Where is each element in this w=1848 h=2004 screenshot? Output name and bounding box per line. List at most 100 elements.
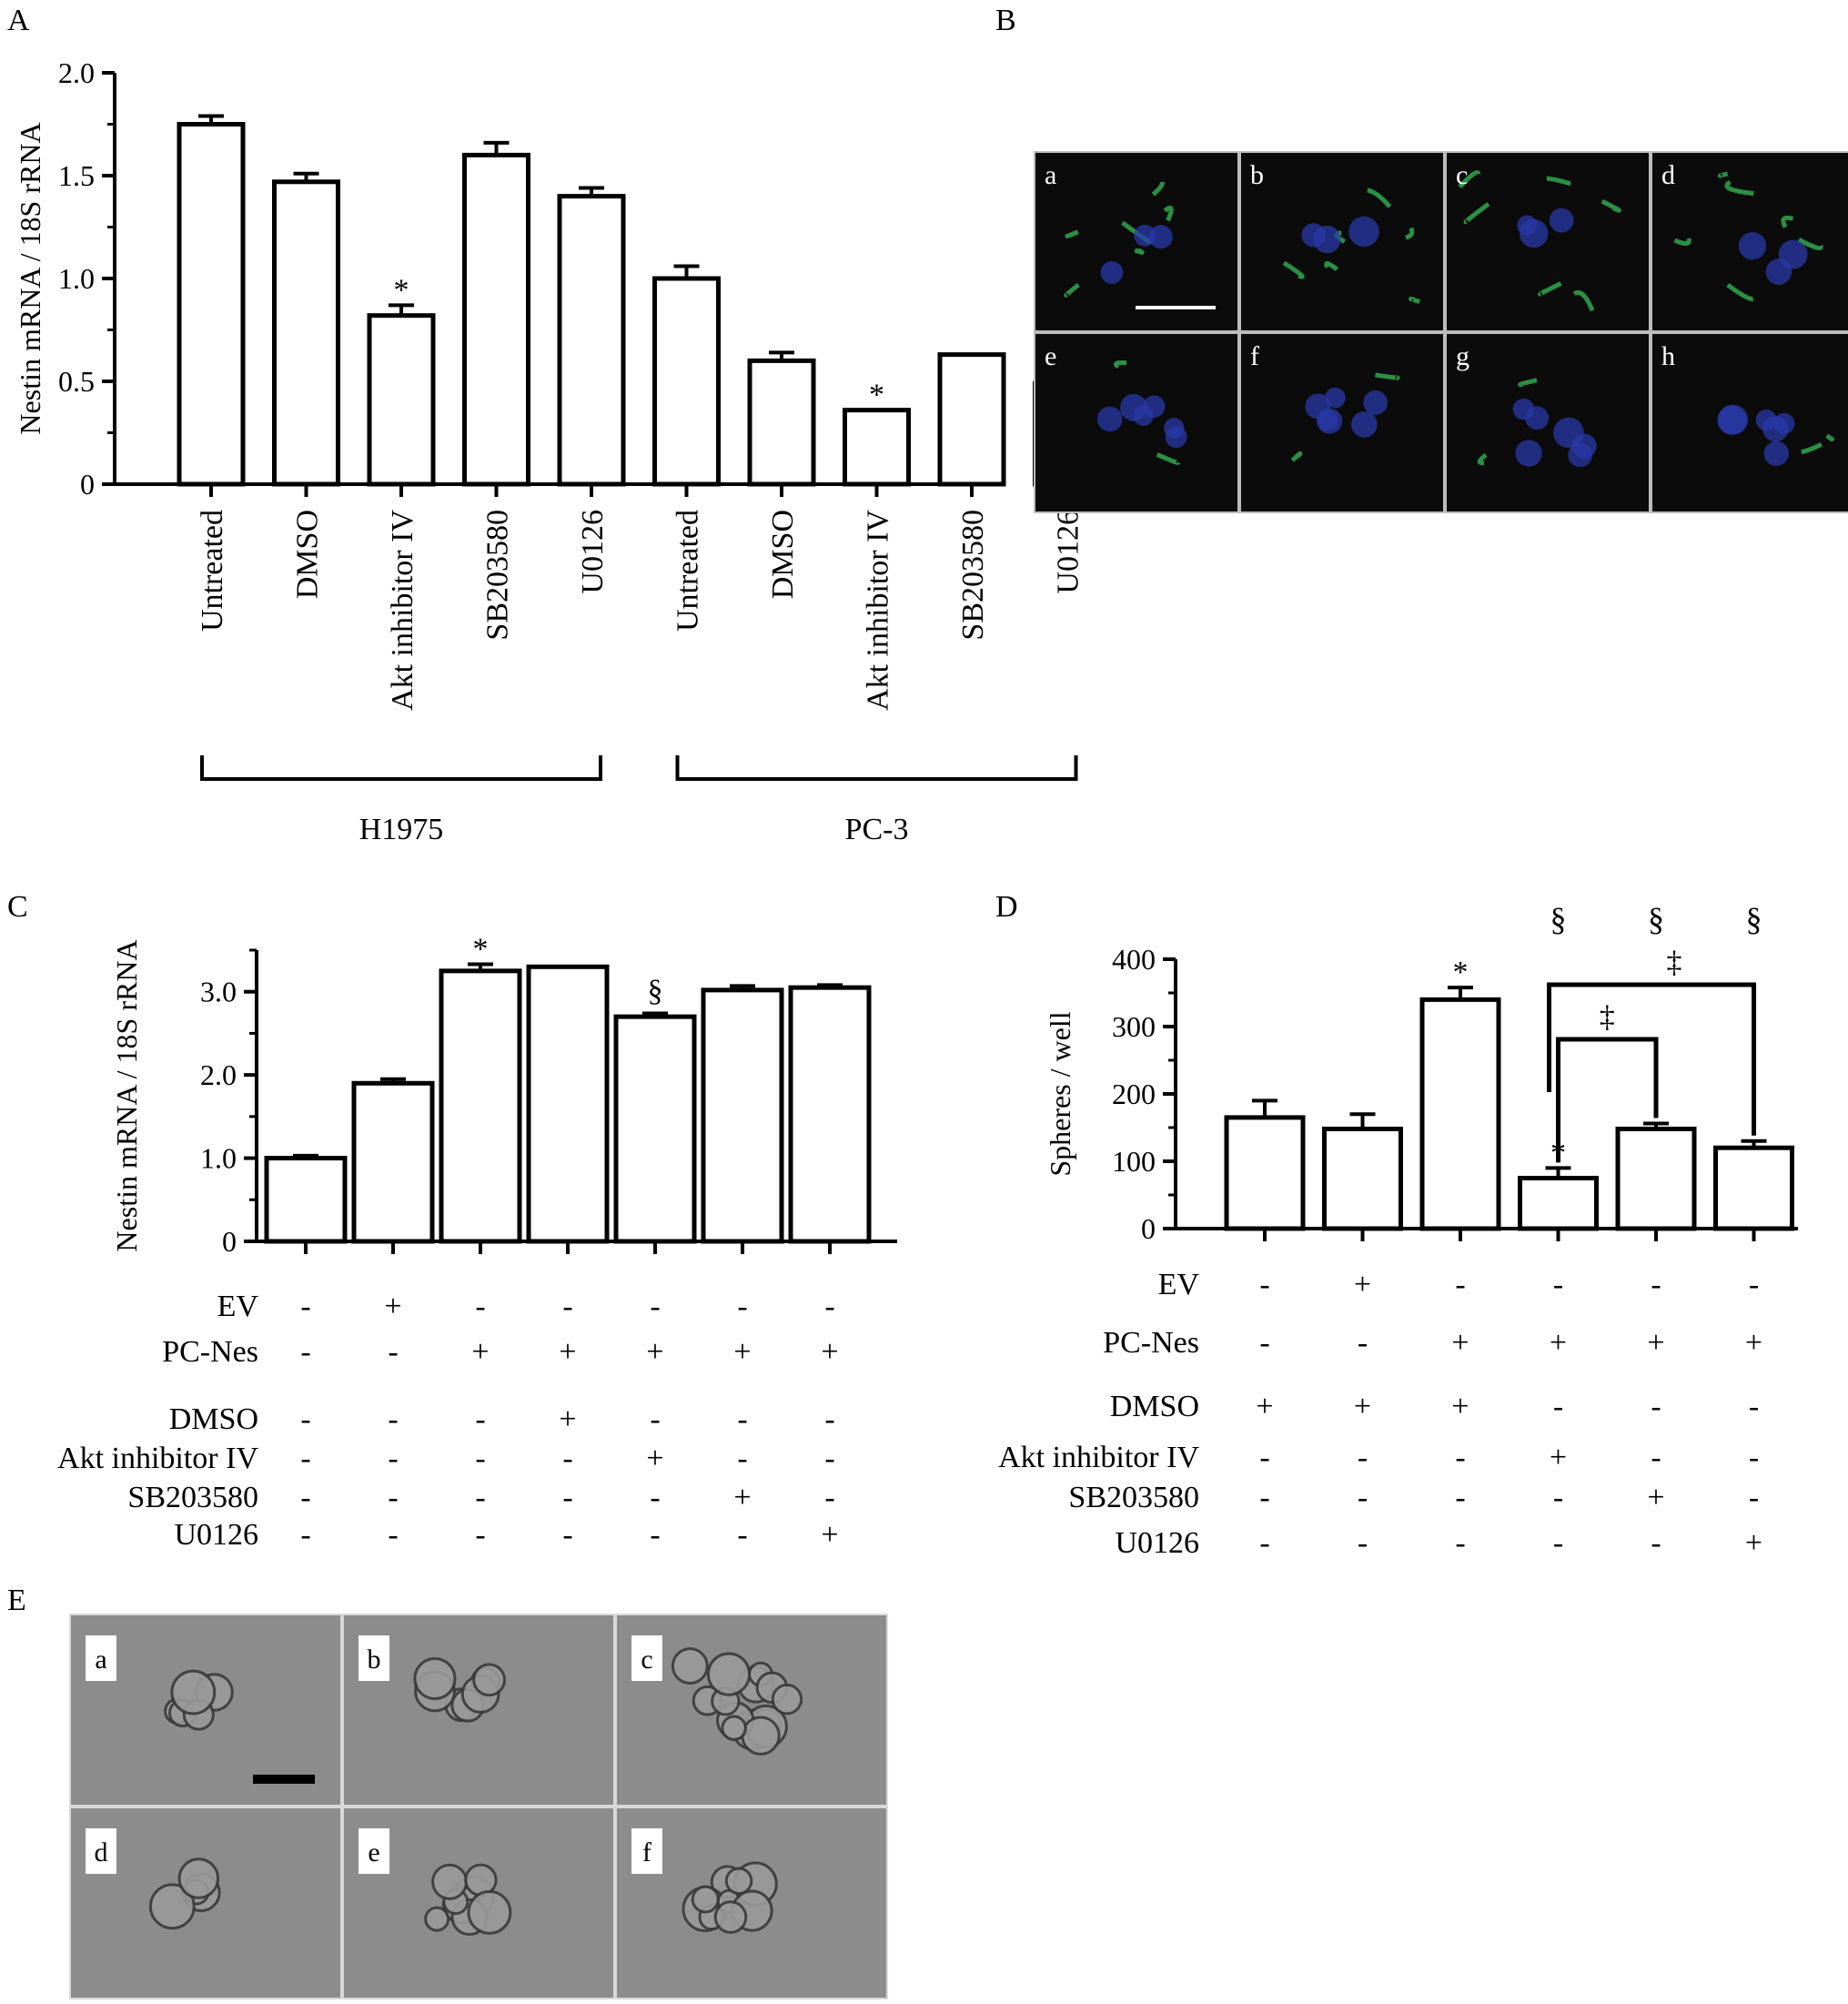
condition-mark: - (1358, 1441, 1368, 1474)
label-box (358, 1635, 389, 1681)
condition-mark: - (388, 1442, 398, 1475)
spheroid-cell (713, 1900, 748, 1934)
stain-fiber (1825, 433, 1834, 442)
nucleus (1348, 216, 1379, 248)
condition-mark: - (562, 1481, 572, 1514)
micrograph-label: b (1250, 160, 1264, 190)
condition-mark: - (1553, 1390, 1563, 1423)
condition-mark: + (733, 1335, 751, 1369)
bracket-mark: ‡ (1667, 946, 1682, 979)
stain-fiber (1673, 238, 1691, 246)
stain-fiber (1163, 205, 1174, 222)
stain-fiber (1463, 202, 1490, 225)
stain-fiber (1538, 281, 1562, 297)
condition-mark: + (559, 1335, 576, 1369)
y-tick-label: 3.0 (200, 976, 237, 1008)
condition-mark: - (1259, 1268, 1269, 1301)
condition-mark: - (562, 1442, 572, 1475)
nucleus (1763, 440, 1789, 467)
condition-label: Akt inhibitor IV (998, 1441, 1199, 1474)
condition-label: PC-Nes (1103, 1326, 1199, 1360)
micrograph-label: c (1456, 160, 1468, 190)
spheroid-cell (467, 1889, 512, 1935)
section-mark: § (1550, 901, 1567, 937)
condition-mark: + (1745, 1526, 1762, 1560)
group-label: H1975 (359, 813, 444, 846)
chart-a: 0 0.5 1.0 1.5 2.0 Nestin mRNA / 18S rRNA * * Unt… (14, 56, 1101, 846)
panel-letter-b: B (995, 4, 1016, 37)
stain-fiber (1409, 297, 1421, 304)
condition-label: DMSO (169, 1402, 258, 1436)
label-box (86, 1828, 116, 1874)
category-label: DMSO (291, 510, 325, 599)
condition-mark: - (300, 1481, 310, 1514)
condition-mark: - (1749, 1268, 1759, 1301)
condition-mark: - (300, 1518, 310, 1552)
condition-label: SB203580 (127, 1481, 258, 1514)
category-label: Akt inhibitor IV (386, 510, 419, 711)
stain-fiber (1601, 198, 1621, 213)
micrograph-label: d (1661, 160, 1675, 190)
stain-fiber (1324, 261, 1339, 272)
stain-fiber (1801, 442, 1823, 455)
stain-fiber (1518, 378, 1538, 388)
condition-mark: - (475, 1442, 485, 1475)
bar (747, 358, 816, 487)
group-bracket (200, 755, 602, 781)
condition-mark: - (824, 1481, 834, 1514)
label-box (358, 1828, 389, 1874)
spheroid-cell (431, 1863, 469, 1900)
micrograph-label: e (368, 1837, 379, 1867)
panel-letter-e: E (7, 1584, 26, 1617)
nucleus (1517, 215, 1538, 236)
bar (1518, 1176, 1599, 1231)
y-tick-label: 300 (1112, 1010, 1156, 1043)
stain-fiber (1572, 289, 1595, 312)
bar (1615, 1126, 1697, 1231)
nucleus (1515, 440, 1542, 467)
condition-mark: + (1550, 1441, 1567, 1474)
condition-mark: - (737, 1290, 747, 1323)
condition-mark: + (1451, 1326, 1469, 1360)
nucleus (1096, 406, 1123, 432)
spheroid-cell (472, 1663, 506, 1697)
y-tick-label: 0.5 (58, 365, 95, 398)
nucleus (1773, 412, 1795, 434)
condition-label: EV (1158, 1268, 1200, 1301)
condition-mark: + (821, 1518, 838, 1552)
stain-fiber (1064, 283, 1080, 298)
nucleus (1363, 390, 1389, 415)
stain-fiber (1282, 260, 1305, 279)
condition-label: DMSO (1110, 1390, 1199, 1423)
stain-fiber (1151, 181, 1166, 197)
bar (557, 194, 626, 487)
micrograph-label: a (1045, 160, 1056, 190)
condition-mark: - (1259, 1326, 1269, 1360)
condition-mark: - (1455, 1481, 1465, 1514)
condition-mark: - (1358, 1526, 1368, 1560)
condition-mark: - (1749, 1441, 1759, 1474)
panel-letter-a: A (7, 4, 30, 37)
condition-mark: + (821, 1335, 838, 1369)
stain-fiber (1375, 372, 1400, 380)
category-label: SB203580 (956, 510, 990, 641)
nucleus (1778, 239, 1808, 269)
spheroid-cell (413, 1656, 457, 1701)
nucleus (1755, 409, 1777, 430)
section-mark: § (1648, 901, 1664, 937)
condition-mark: - (388, 1481, 398, 1514)
condition-mark: - (824, 1290, 834, 1323)
stain-fiber (1114, 360, 1127, 369)
condition-mark: - (388, 1335, 398, 1369)
micrograph-tile (1447, 334, 1649, 511)
chart-c: 0 1.0 2.0 3.0 Nestin mRNA / 18S rRNA * § EV - + - -… (57, 933, 897, 1552)
bar (264, 1156, 348, 1244)
label-box (631, 1635, 662, 1681)
spheroid-cell (721, 1715, 747, 1742)
condition-mark: - (388, 1518, 398, 1552)
stain-fiber (1546, 176, 1571, 187)
stain-fiber (1724, 179, 1754, 196)
bar (462, 152, 530, 487)
micrograph-label: f (642, 1837, 651, 1867)
